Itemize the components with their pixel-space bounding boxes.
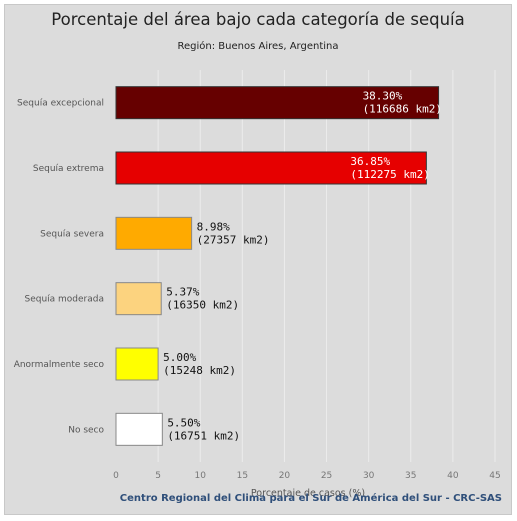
bar (115, 282, 162, 316)
bars (115, 86, 440, 446)
value-label: 38.30% (363, 90, 403, 103)
x-tick-label: 45 (489, 471, 500, 481)
x-tick-label: 35 (405, 471, 416, 481)
chart-subtitle: Región: Buenos Aires, Argentina (177, 41, 339, 52)
area-label: (15248 km2) (163, 364, 236, 377)
category-label: Sequía moderada (24, 295, 104, 305)
bar (115, 216, 193, 250)
chart-title: Porcentaje del área bajo cada categoría … (51, 10, 465, 29)
x-tick-label: 40 (447, 471, 459, 481)
category-label: Sequía extrema (33, 164, 104, 174)
category-label: Anormalmente seco (14, 360, 105, 370)
area-label: (27357 km2) (197, 233, 270, 246)
x-tick-label: 0 (113, 471, 119, 481)
area-label: (116686 km2) (363, 103, 442, 116)
x-tick-label: 5 (155, 471, 161, 481)
area-label: (16350 km2) (166, 299, 239, 312)
category-label: Sequía excepcional (17, 99, 104, 109)
category-label: No seco (68, 425, 104, 435)
category-label: Sequía severa (40, 229, 104, 239)
credit-text: Centro Regional del Clima para el Sur de… (120, 492, 502, 504)
bar (115, 86, 440, 120)
value-label: 8.98% (197, 220, 230, 233)
value-label: 5.00% (163, 351, 196, 364)
grid-lines (157, 70, 496, 462)
value-label: 5.37% (166, 286, 199, 299)
x-axis-title: Porcentaje de casos (%) (251, 488, 365, 499)
value-label: 5.50% (167, 416, 200, 429)
bar (115, 347, 159, 381)
bar (115, 151, 427, 185)
area-label: (112275 km2) (350, 168, 429, 181)
bar (115, 412, 163, 446)
labels: 0 5 10 15 20 25 30 35 40 45 Sequía excepcional 38.3… (14, 90, 501, 481)
x-tick-label: 15 (237, 471, 248, 481)
x-tick-label: 20 (279, 471, 291, 481)
area-label: (16751 km2) (167, 429, 240, 442)
value-label: 36.85% (350, 155, 390, 168)
x-tick-label: 25 (321, 471, 332, 481)
x-tick-label: 30 (363, 471, 375, 481)
x-tick-label: 10 (194, 471, 206, 481)
